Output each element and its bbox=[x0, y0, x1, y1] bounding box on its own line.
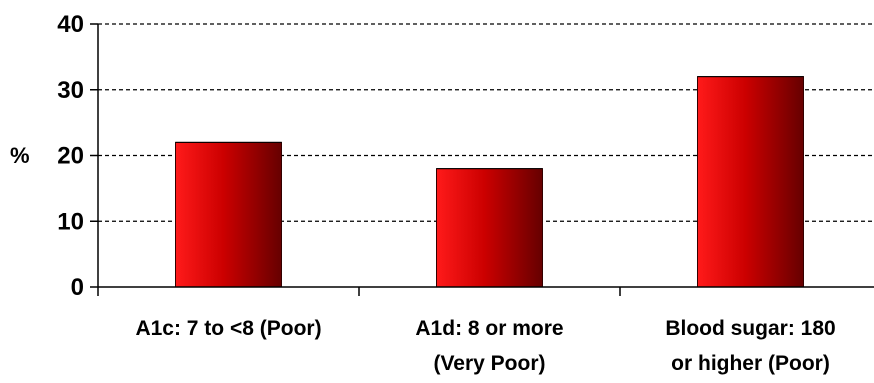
category-label-3-line-1: Blood sugar: 180 bbox=[665, 317, 835, 340]
y-tick-label-20: 20 bbox=[57, 143, 84, 170]
category-label-2-line-2: (Very Poor) bbox=[433, 352, 545, 375]
y-tick-label-0: 0 bbox=[71, 274, 84, 301]
category-label-3-line-2: or higher (Poor) bbox=[671, 352, 830, 375]
y-tick-label-40: 40 bbox=[57, 11, 84, 38]
bar-3 bbox=[697, 76, 804, 288]
bar-1 bbox=[175, 141, 282, 288]
bar-2 bbox=[436, 168, 543, 288]
category-label-3: Blood sugar: 180 or higher (Poor) bbox=[665, 317, 835, 375]
y-tick-labels: 0 10 20 30 40 bbox=[57, 11, 98, 301]
category-label-2: A1d: 8 or more (Very Poor) bbox=[415, 317, 563, 375]
category-label-1: A1c: 7 to <8 (Poor) bbox=[135, 317, 321, 340]
y-tick-label-30: 30 bbox=[57, 77, 84, 104]
y-tick-label-10: 10 bbox=[57, 208, 84, 235]
category-label-2-line-1: A1d: 8 or more bbox=[415, 317, 563, 340]
category-labels: A1c: 7 to <8 (Poor) A1d: 8 or more (Very P… bbox=[135, 317, 835, 375]
category-label-1-line-1: A1c: 7 to <8 (Poor) bbox=[135, 317, 321, 340]
y-axis-label: % bbox=[10, 143, 30, 168]
bars bbox=[175, 76, 804, 288]
